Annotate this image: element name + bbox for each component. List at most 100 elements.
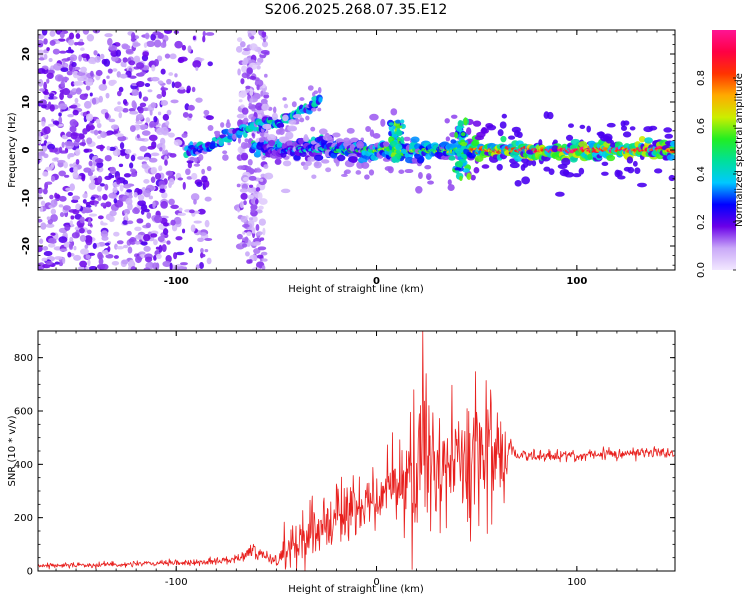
spectral-cell xyxy=(178,207,183,212)
spectral-cell xyxy=(242,50,251,54)
spectral-cell xyxy=(69,119,78,127)
spectral-cell xyxy=(175,251,185,256)
spectral-cell xyxy=(49,40,56,46)
spectral-cell xyxy=(500,135,507,143)
spectral-cell xyxy=(365,125,372,133)
spectral-cell xyxy=(98,83,108,91)
spectral-cell xyxy=(154,172,162,180)
spectral-cell xyxy=(67,114,75,118)
spectral-cell xyxy=(104,242,110,246)
spectral-cell xyxy=(41,145,48,152)
spectral-cell xyxy=(79,93,88,100)
spectral-cell xyxy=(134,226,142,232)
x-tick-label: 0 xyxy=(373,276,380,287)
spectral-cell xyxy=(143,233,151,242)
spectral-cell xyxy=(50,175,56,182)
spectral-cell xyxy=(88,265,98,270)
spectral-cell xyxy=(52,120,60,125)
spectral-cell xyxy=(62,257,66,264)
spectral-cell xyxy=(186,160,194,164)
spectral-cell xyxy=(181,44,187,51)
spectral-cell xyxy=(349,156,358,163)
spectral-cell xyxy=(299,117,305,123)
spectral-cell xyxy=(165,120,170,126)
spectral-cell xyxy=(109,166,117,175)
spectral-cell xyxy=(69,236,74,242)
spectral-cell xyxy=(45,181,53,185)
spectral-cell xyxy=(258,137,265,143)
y-tick-label: 600 xyxy=(14,407,33,418)
spectral-cell xyxy=(122,57,128,63)
spectral-cell xyxy=(97,135,102,140)
spectral-cell xyxy=(85,237,93,246)
spectral-cell xyxy=(261,265,266,270)
spectral-cell xyxy=(666,154,675,161)
spectral-cell xyxy=(174,73,178,78)
spectral-cell xyxy=(166,240,171,245)
y-tick-label: 400 xyxy=(14,460,33,471)
spectral-cell xyxy=(473,167,480,174)
snr-panel: -100 0 100 0 200 400 600 800 Height of straigh… xyxy=(7,330,676,595)
spectrogram-x-ticks: -100 0 100 xyxy=(55,30,658,287)
spectral-cell xyxy=(400,119,405,124)
spectral-cell xyxy=(72,171,79,179)
spectral-cell xyxy=(160,87,169,91)
spectral-cell xyxy=(368,169,375,176)
spectral-cell xyxy=(58,146,63,153)
snr-x-ticks: -100 0 100 xyxy=(55,331,658,588)
spectral-cell xyxy=(72,109,79,116)
spectral-cell xyxy=(130,154,136,162)
spectral-cell xyxy=(61,141,65,148)
spectral-cell xyxy=(82,193,88,199)
spectral-cell xyxy=(520,164,526,171)
spectral-cell xyxy=(99,183,106,187)
spectral-cell xyxy=(54,261,60,265)
spectral-cell xyxy=(638,136,646,143)
spectral-cell xyxy=(55,30,62,33)
spectral-cell xyxy=(193,163,201,167)
spectral-cell xyxy=(231,133,237,140)
spectral-cell xyxy=(249,89,254,96)
x-tick-label: -100 xyxy=(165,577,188,588)
spectral-cell xyxy=(447,184,455,191)
spectral-cell xyxy=(255,61,262,66)
spectral-cell xyxy=(197,208,206,215)
spectral-cell xyxy=(486,124,497,131)
spectral-cell xyxy=(187,45,192,53)
spectral-cell xyxy=(465,127,472,136)
spectral-cell xyxy=(621,125,628,131)
spectral-cell xyxy=(70,104,78,108)
spectral-cell xyxy=(161,192,168,199)
spectral-cell xyxy=(241,107,249,115)
spectral-cell xyxy=(134,240,141,245)
spectral-cell xyxy=(59,248,68,252)
spectral-cell xyxy=(303,164,309,171)
spectral-cell xyxy=(271,112,278,121)
spectral-cell xyxy=(96,185,102,192)
spectral-cell xyxy=(86,124,95,131)
colorbar-tick-label: 0.8 xyxy=(696,70,707,86)
spectral-cell xyxy=(220,122,225,128)
spectral-cell xyxy=(246,259,252,264)
spectral-cell xyxy=(106,75,110,79)
spectral-cell xyxy=(250,98,254,103)
spectral-cell xyxy=(135,255,142,264)
spectral-cell xyxy=(448,155,456,161)
spectral-cell xyxy=(50,199,58,208)
spectral-cell xyxy=(254,198,259,205)
spectral-cell xyxy=(516,131,523,139)
spectral-cell xyxy=(137,106,144,114)
spectral-cell xyxy=(261,31,267,36)
spectral-cell xyxy=(90,196,96,201)
spectral-cell xyxy=(49,30,56,37)
spectral-cell xyxy=(192,60,202,69)
spectral-cell xyxy=(466,172,472,181)
spectral-cell xyxy=(151,64,156,72)
spectral-cell xyxy=(361,161,370,169)
spectral-cell xyxy=(83,206,92,214)
spectral-cell xyxy=(311,107,317,112)
spectral-cell xyxy=(153,255,157,261)
spectral-cell xyxy=(279,122,284,128)
spectral-cell xyxy=(214,131,220,138)
spectral-cell xyxy=(158,244,163,253)
